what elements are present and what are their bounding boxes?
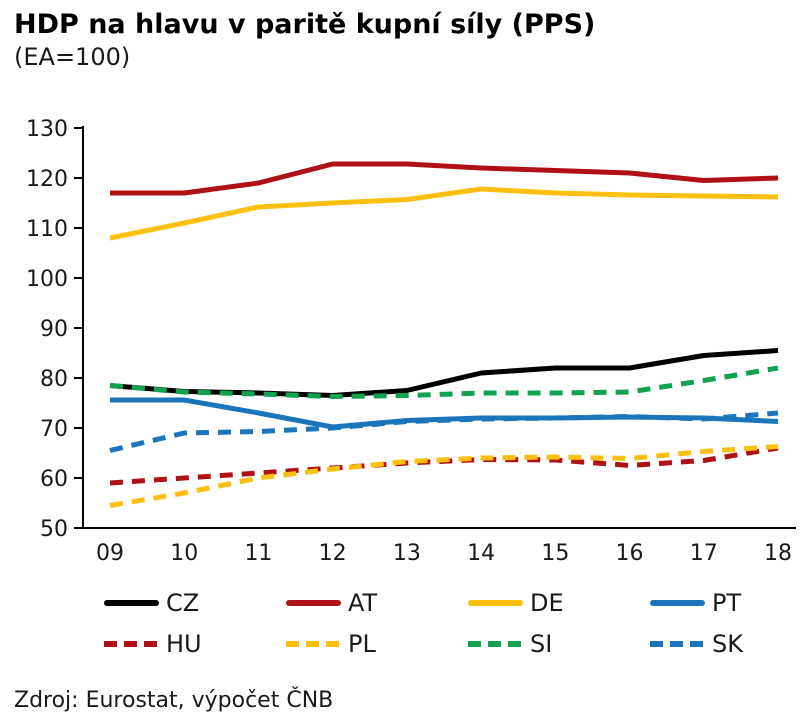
legend-label-PL: PL [348, 630, 376, 658]
y-tick-label: 80 [40, 367, 68, 392]
y-tick-label: 130 [26, 117, 68, 142]
y-tick-label: 50 [40, 517, 68, 542]
legend-item-PL: PL [286, 630, 468, 658]
x-tick-label: 09 [96, 541, 124, 566]
chart-canvas: 50 60 70 80 90 100 110 120 130 09 10 11 12 13 14 15 16 17… [26, 117, 796, 566]
legend-label-DE: DE [530, 589, 564, 617]
legend-line-sample-PL [286, 641, 341, 647]
chart-legend: CZ AT DE PT HU PL SI SK [104, 589, 800, 658]
legend-line-sample-DE [468, 600, 523, 606]
y-tick-label: 90 [40, 317, 68, 342]
chart-header: HDP na hlavu v paritě kupní síly (PPS) (… [0, 0, 800, 72]
page-title: HDP na hlavu v paritě kupní síly (PPS) [14, 9, 596, 40]
legend-item-HU: HU [104, 630, 286, 658]
x-tick-label: 13 [393, 541, 421, 566]
series-line-DE [109, 186, 779, 241]
legend-line-sample-HU [104, 641, 159, 647]
legend-line-sample-PT [650, 600, 705, 606]
series-line-PT [110, 397, 779, 430]
legend-label-CZ: CZ [166, 589, 200, 617]
x-tick-label: 16 [616, 541, 644, 566]
legend-item-DE: DE [468, 589, 650, 617]
legend-item-SI: SI [468, 630, 650, 658]
legend-item-AT: AT [286, 589, 468, 617]
x-tick-label: 17 [690, 541, 718, 566]
y-tick-label: 100 [26, 267, 68, 292]
legend-line-sample-SI [468, 641, 523, 647]
legend-line-sample-CZ [104, 600, 159, 606]
page-subtitle: (EA=100) [14, 43, 131, 71]
series-line-HU [109, 445, 779, 486]
y-tick-label: 60 [40, 467, 68, 492]
legend-label-SI: SI [530, 630, 553, 658]
series-line-PL [109, 444, 779, 508]
legend-label-SK: SK [712, 630, 743, 658]
legend-label-HU: HU [166, 630, 202, 658]
x-tick-label: 14 [467, 541, 495, 566]
x-tick-label: 15 [541, 541, 569, 566]
x-tick-label: 18 [764, 541, 792, 566]
legend-label-PT: PT [712, 589, 742, 617]
legend-label-AT: AT [348, 589, 378, 617]
series-line-AT [110, 161, 779, 196]
series-line-CZ [109, 348, 779, 398]
x-tick-label: 12 [319, 541, 347, 566]
legend-item-PT: PT [650, 589, 800, 617]
x-tick-label: 10 [170, 541, 198, 566]
legend-line-sample-SK [650, 641, 705, 647]
legend-line-sample-AT [286, 600, 341, 606]
legend-item-SK: SK [650, 630, 800, 658]
y-tick-label: 110 [26, 217, 68, 242]
line-chart: 50 60 70 80 90 100 110 120 130 09 10 11 12 13 14 15 16 17… [0, 115, 800, 579]
series-line-SK [109, 410, 779, 453]
source-note: Zdroj: Eurostat, výpočet ČNB [14, 688, 334, 713]
x-tick-label: 11 [244, 541, 272, 566]
y-tick-label: 120 [26, 167, 68, 192]
y-tick-label: 70 [40, 417, 68, 442]
legend-item-CZ: CZ [104, 589, 286, 617]
series-line-SI [109, 365, 779, 399]
